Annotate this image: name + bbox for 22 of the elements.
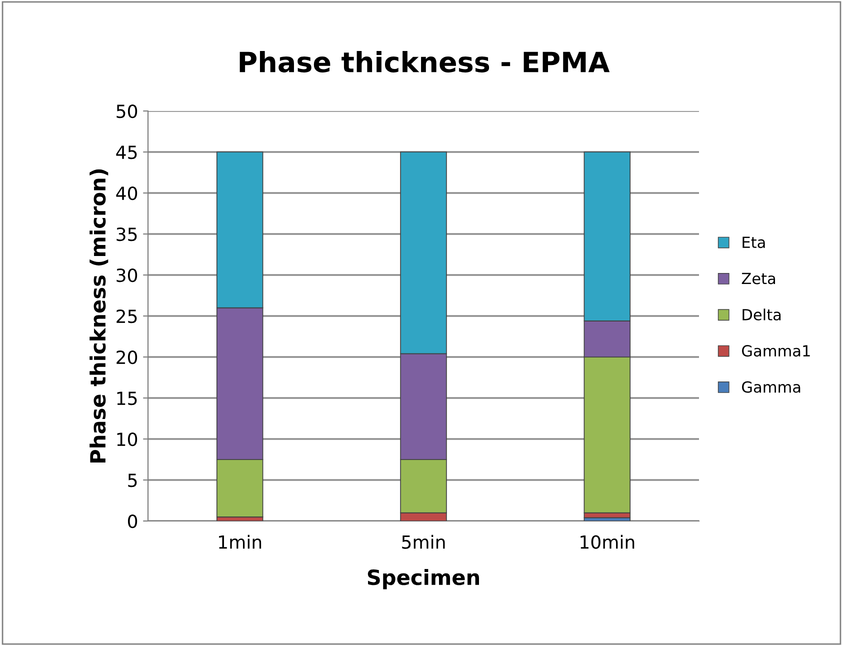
y-tick-label: 10 (117, 432, 138, 446)
legend-label: Delta (742, 308, 781, 320)
y-tick-label: 0 (128, 514, 138, 528)
x-axis-title: Specimen (368, 569, 479, 590)
chart-title: Phase thickness - EPMA (240, 51, 610, 73)
y-tick-label: 50 (116, 104, 138, 118)
y-tick-label: 5 (128, 474, 137, 488)
y-tick-label: 15 (117, 392, 137, 406)
y-tick-label: 35 (116, 227, 137, 242)
x-tick-label: 5min (402, 534, 445, 549)
legend-label: Gamma1 (742, 345, 810, 357)
y-tick-label: 25 (116, 309, 137, 324)
legend-label: Zeta (742, 272, 776, 284)
legend-label: Gamma (742, 381, 800, 393)
y-tick-label: 45 (116, 146, 137, 160)
legend-label: Eta (742, 236, 765, 248)
y-tick-label: 30 (116, 268, 138, 282)
y-tick-label: 40 (116, 186, 138, 200)
y-tick-label: 20 (116, 350, 138, 364)
x-tick-label: 1min (219, 534, 262, 549)
x-tick-label: 10min (580, 534, 634, 549)
y-axis-title: Phase thickness (micron) (90, 169, 108, 462)
